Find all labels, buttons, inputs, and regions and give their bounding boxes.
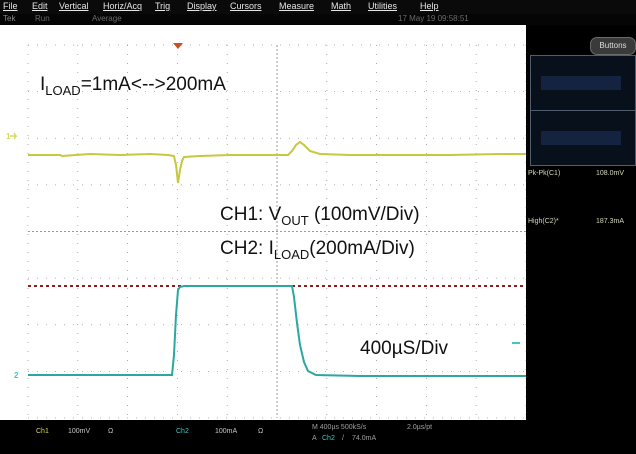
timebase-annotation: 400µS/Div xyxy=(360,338,448,360)
menu-file[interactable]: File xyxy=(3,1,18,11)
graticule xyxy=(28,45,526,418)
menu-trig[interactable]: Trig xyxy=(155,1,170,11)
measurement-2-value: 187.3mA xyxy=(596,218,624,225)
measurement-1-label: Pk-Pk(C1) xyxy=(528,170,560,177)
ch2-scale[interactable]: 100mA xyxy=(215,428,237,435)
load-range-annotation: ILOAD=1mA<-->200mA xyxy=(40,74,226,96)
ch1-scale[interactable]: 100mV xyxy=(68,428,90,435)
menu-cursors[interactable]: Cursors xyxy=(230,1,262,11)
trigger-position-marker xyxy=(173,43,183,49)
ch1-label[interactable]: Ch1 xyxy=(36,428,49,435)
control-window-lower[interactable] xyxy=(530,110,636,166)
run-state: Run xyxy=(35,14,50,23)
sample-interval: 2.0µs/pt xyxy=(407,424,432,431)
ch2-ground-marker: 2 xyxy=(14,371,19,380)
menu-measure[interactable]: Measure xyxy=(279,1,314,11)
menu-display[interactable]: Display xyxy=(187,1,217,11)
acq-mode: Average xyxy=(92,14,122,23)
readout-bar: Ch1 100mV Ω Ch2 100mA Ω M 400µs 500kS/s … xyxy=(0,420,636,454)
measurement-2-label: High(C2)* xyxy=(528,218,559,225)
ch1-impedance: Ω xyxy=(108,428,113,435)
ch2-label[interactable]: Ch2 xyxy=(176,428,189,435)
trigger-source[interactable]: Ch2 xyxy=(322,435,335,442)
datetime-stamp: 17 May 19 09:58:51 xyxy=(398,14,469,23)
menu-vertical[interactable]: Vertical xyxy=(59,1,89,11)
ch1-annotation: CH1: VOUT (100mV/Div) xyxy=(220,204,420,226)
buttons-button[interactable]: Buttons xyxy=(590,37,636,55)
ch2-annotation: CH2: ILOAD(200mA/Div) xyxy=(220,238,415,260)
menu-help[interactable]: Help xyxy=(420,1,439,11)
menu-math[interactable]: Math xyxy=(331,1,351,11)
measurement-1-value: 108.0mV xyxy=(596,170,624,177)
status-bar: Tek Run Average 17 May 19 09:58:51 xyxy=(0,14,636,25)
menu-horiz-acq[interactable]: Horiz/Acq xyxy=(103,1,142,11)
control-window-upper[interactable] xyxy=(530,55,636,111)
timebase-readout[interactable]: M 400µs 500kS/s xyxy=(312,424,366,431)
trigger-level[interactable]: 74.0mA xyxy=(352,435,376,442)
trigger-slope-icon: / xyxy=(342,435,344,442)
menu-edit[interactable]: Edit xyxy=(32,1,48,11)
trigger-prefix: A xyxy=(312,435,317,442)
brand-label: Tek xyxy=(3,14,15,23)
menu-bar: File Edit Vertical Horiz/Acq Trig Displa… xyxy=(0,0,636,14)
menu-utilities[interactable]: Utilities xyxy=(368,1,397,11)
ch2-impedance: Ω xyxy=(258,428,263,435)
